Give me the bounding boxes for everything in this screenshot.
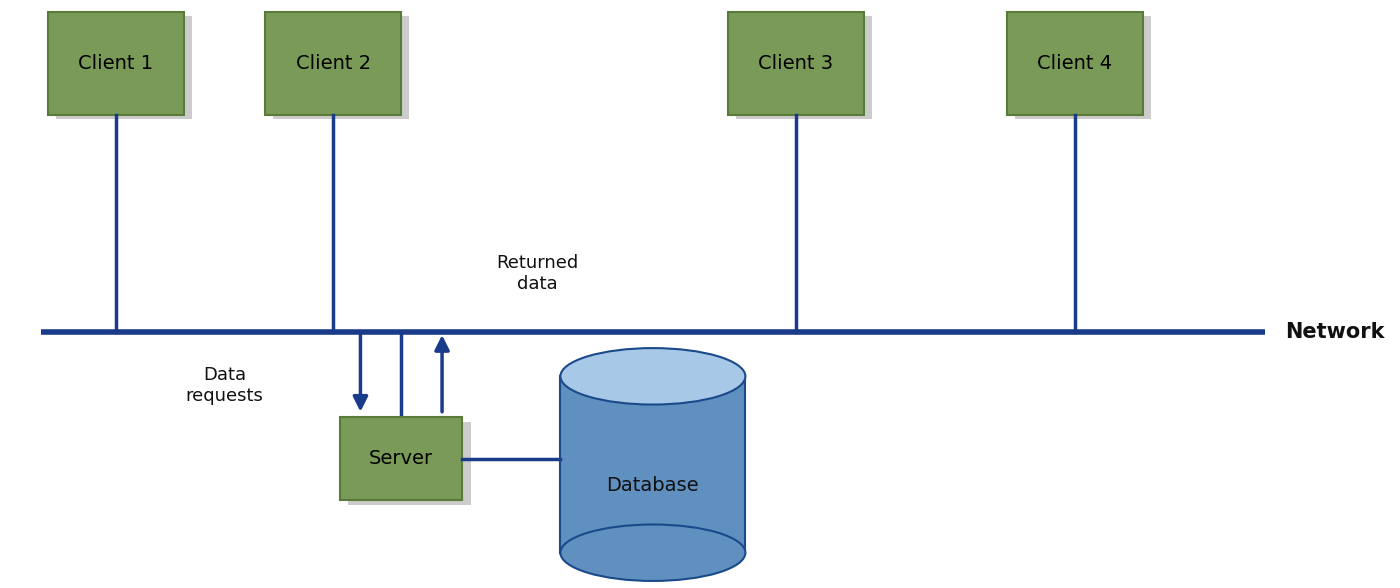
Ellipse shape <box>560 348 745 405</box>
FancyBboxPatch shape <box>1015 16 1151 119</box>
Text: Data
requests: Data requests <box>185 366 263 405</box>
Polygon shape <box>560 376 745 553</box>
Ellipse shape <box>560 524 745 581</box>
Text: Server: Server <box>370 449 434 468</box>
Text: Database: Database <box>606 476 699 495</box>
FancyBboxPatch shape <box>728 12 864 115</box>
Text: Client 4: Client 4 <box>1037 54 1112 73</box>
Text: Network: Network <box>1285 322 1385 342</box>
Text: Client 2: Client 2 <box>295 54 371 73</box>
FancyBboxPatch shape <box>349 422 470 505</box>
FancyBboxPatch shape <box>1007 12 1142 115</box>
FancyBboxPatch shape <box>265 12 402 115</box>
FancyBboxPatch shape <box>273 16 409 119</box>
Text: Client 3: Client 3 <box>759 54 833 73</box>
FancyBboxPatch shape <box>48 12 183 115</box>
Text: Client 1: Client 1 <box>78 54 153 73</box>
FancyBboxPatch shape <box>340 417 462 500</box>
FancyBboxPatch shape <box>56 16 192 119</box>
FancyBboxPatch shape <box>736 16 872 119</box>
Text: Returned
data: Returned data <box>496 254 578 293</box>
